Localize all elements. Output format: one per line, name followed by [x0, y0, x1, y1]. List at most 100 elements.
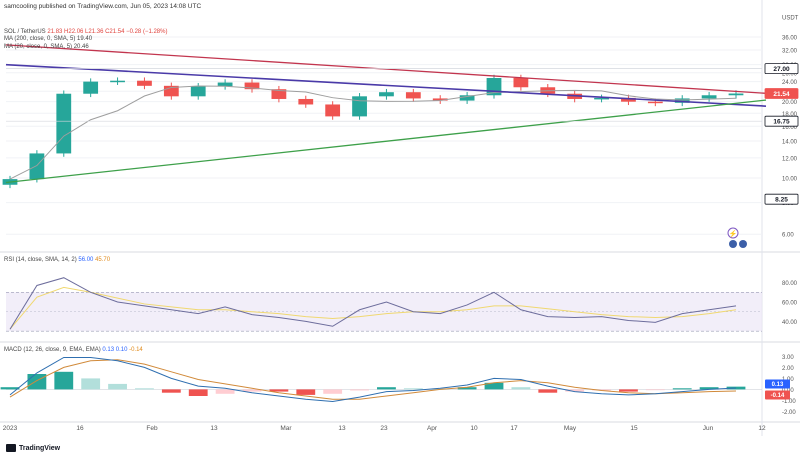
macd-histogram-bar: [54, 371, 74, 390]
price-tick-label: 6.00: [782, 233, 794, 239]
candle-body: [298, 98, 314, 105]
macd-histogram-bar: [484, 382, 504, 390]
candle-body: [83, 81, 99, 94]
candle-body: [728, 93, 744, 96]
macd-histogram-bar: [350, 389, 369, 391]
time-tick-label: 2023: [3, 425, 18, 432]
candle-body: [56, 93, 72, 154]
macd-histogram-bar: [188, 389, 208, 396]
macd-tick-label: 2.00: [782, 366, 794, 372]
price-tick-label: 20.00: [782, 100, 798, 106]
macd-histogram-bar: [377, 387, 396, 390]
candle-body: [701, 95, 717, 99]
lightning-icon: [727, 227, 739, 239]
ma20-line: [9, 85, 737, 180]
symbol-legend[interactable]: SOL / TetherUS 21.83 H22.06 L21.36 C21.5…: [4, 29, 167, 35]
candle-body: [163, 85, 179, 97]
macd-histogram-bar: [161, 389, 181, 393]
candle-body: [190, 86, 206, 97]
time-tick-label: Apr: [427, 425, 438, 432]
macd-tick-label: -1.00: [782, 399, 796, 405]
macd-label-box: [765, 390, 790, 400]
rsi-line: [9, 277, 737, 330]
macd-histogram-bar: [592, 389, 611, 391]
candle-body: [325, 104, 341, 117]
price-label-box: [764, 88, 799, 99]
rsi-value: 56.00: [78, 257, 94, 263]
macd-histogram-bar: [511, 387, 531, 390]
trendline-resistance: [5, 44, 767, 94]
price-tick-label: 12.00: [782, 156, 798, 162]
ma200-value: 19.40: [77, 36, 93, 42]
price-label-box: [764, 193, 799, 205]
macd-histogram-bar: [27, 374, 47, 390]
time-tick-label: 15: [630, 425, 638, 432]
ma200-label: MA (200, close, 0, SMA, 5): [4, 36, 76, 42]
time-tick-label: 10: [470, 425, 478, 432]
time-tick-label: 23: [380, 425, 388, 432]
time-tick-label: Feb: [146, 425, 158, 432]
macd-histogram-bar: [135, 388, 154, 390]
macd-histogram-bar: [457, 387, 477, 390]
price-tick-label: 26.00: [782, 71, 798, 77]
us-flag-icon: [739, 240, 747, 248]
brand-name: TradingView: [19, 444, 61, 452]
macd-signal-line: [9, 359, 737, 400]
macd-histogram-bar: [403, 388, 423, 390]
time-tick-label: 16: [76, 425, 84, 432]
price-tick-label: 18.00: [782, 112, 798, 118]
price-label-text: 8.25: [775, 197, 788, 204]
macd-histogram-bar: [565, 389, 585, 392]
candle-body: [110, 80, 125, 83]
price-tick-label: 16.00: [782, 125, 798, 131]
ma20-legend[interactable]: MA (20, close, 0, SMA, 5) 20.46: [4, 44, 89, 50]
currency-label: USDT: [782, 15, 799, 21]
macd-tick-label: 3.00: [782, 355, 794, 361]
macd-histogram-bar: [81, 378, 101, 390]
macd-histogram-bar: [672, 388, 692, 390]
grid: [0, 0, 800, 436]
time-tick-label: 12: [758, 425, 766, 432]
price-tick-label: 24.00: [782, 80, 798, 86]
rsi-legend[interactable]: RSI (14, close, SMA, 14, 2) 56.00 45.70: [4, 257, 110, 263]
publish-line: samcooling published on TradingView.com,…: [4, 3, 202, 10]
time-tick-label: Jun: [703, 425, 714, 432]
price-tick-label: 36.00: [782, 35, 798, 41]
rsi-ma-value: 45.70: [95, 257, 111, 263]
macd-histogram-bar: [108, 383, 127, 390]
price-label-text: 21.54: [773, 91, 790, 98]
macd-hist-value: 0.13: [102, 347, 115, 353]
trendline-ma-200: [5, 63, 767, 107]
macd-histogram-bar: [538, 389, 558, 393]
macd-histogram-bar: [296, 389, 316, 395]
candle-body: [352, 96, 367, 117]
candle-body: [594, 97, 609, 100]
macd-tick-label: -2.00: [782, 410, 796, 416]
us-flag-icon: [729, 240, 737, 248]
candle-body: [379, 92, 394, 97]
macd-line: [9, 357, 737, 403]
ma20-label: MA (20, close, 0, SMA, 5): [4, 44, 73, 50]
candle-body: [137, 80, 152, 86]
rsi-label: RSI (14, close, SMA, 14, 2): [4, 257, 77, 263]
macd-histogram-bar: [645, 389, 665, 391]
tradingview-logo[interactable]: TradingView: [6, 444, 60, 452]
candle-body: [674, 98, 690, 103]
candle-body: [647, 101, 663, 104]
macd-label: MACD (12, 26, close, 9, EMA, EMA): [4, 347, 101, 353]
macd-signal-value: -0.14: [129, 347, 143, 353]
candle-body: [405, 92, 421, 99]
macd-legend[interactable]: MACD (12, 26, close, 9, EMA, EMA) 0.13 0…: [4, 347, 143, 353]
price-tick-label: 10.00: [782, 177, 798, 183]
macd-histogram-bar: [699, 387, 719, 390]
macd-line-value: 0.10: [115, 347, 128, 353]
macd-label-text: -0.14: [771, 393, 785, 399]
price-tick-label: 32.00: [782, 48, 798, 54]
time-tick-label: May: [564, 425, 577, 432]
tradingview-icon: [6, 444, 16, 452]
ma200-legend[interactable]: MA (200, close, 0, SMA, 5) 19.40: [4, 36, 92, 42]
rsi-ma-line: [9, 286, 737, 330]
macd-histogram-bar: [0, 387, 20, 390]
rsi-tick-label: 80.00: [782, 281, 798, 287]
